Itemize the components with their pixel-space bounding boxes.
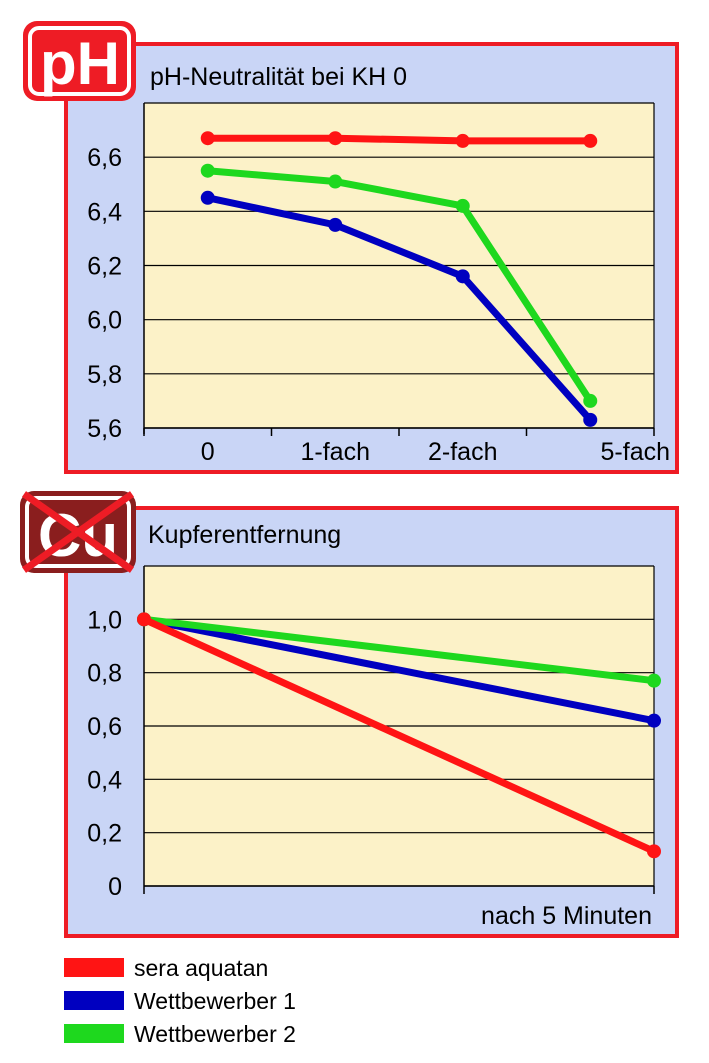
ph-data-point — [200, 163, 215, 178]
ph-data-point — [328, 131, 343, 146]
ph-y-tick-label: 5,6 — [87, 415, 122, 443]
ph-x-tick-label: 0 — [201, 438, 215, 466]
ph-y-tick-label: 5,8 — [87, 361, 122, 389]
legend-item: Wettbewerber 2 — [64, 1021, 296, 1047]
cu-logo: Cu — [20, 491, 136, 573]
cu-y-tick-label: 0,2 — [87, 820, 122, 848]
cu-chart: 1,0 0,8 0,6 0,4 0,2 0 nach 5 Minuten Kupferen… — [64, 506, 679, 938]
ph-logo-text: pH — [40, 30, 120, 97]
ph-logo: pH — [23, 21, 136, 101]
cu-y-tick-label: 1,0 — [87, 606, 122, 634]
ph-data-point — [328, 217, 343, 232]
legend-label: Wettbewerber 1 — [134, 988, 296, 1014]
cu-series-line — [142, 616, 656, 855]
legend-label: Wettbewerber 2 — [134, 1021, 296, 1047]
cu-y-tick-label: 0,4 — [87, 766, 122, 794]
cu-y-tick-label: 0,8 — [87, 660, 122, 688]
ph-x-tick-label: 5-fach — [601, 438, 670, 466]
cu-y-tick-label: 0 — [108, 873, 122, 901]
legend-item: Wettbewerber 1 — [64, 988, 296, 1014]
legend-swatch — [64, 991, 124, 1010]
cu-chart-title: Kupferentfernung — [148, 521, 341, 549]
cu-x-tick-label: nach 5 Minuten — [481, 902, 652, 930]
ph-x-tick-label: 1-fach — [301, 438, 370, 466]
cu-series-line — [143, 615, 655, 725]
ph-series-line — [207, 194, 593, 423]
ph-y-tick-label: 6,0 — [87, 307, 122, 335]
ph-y-tick-label: 6,2 — [87, 253, 122, 281]
legend-item: sera aquatan — [64, 955, 268, 981]
ph-data-point — [583, 393, 598, 408]
ph-data-point — [583, 412, 598, 427]
legend: sera aquatan Wettbewerber 1 Wettbewerber 2 — [64, 955, 296, 1047]
cu-y-tick-label: 0,6 — [87, 713, 122, 741]
ph-chart-title: pH-Neutralität bei KH 0 — [150, 63, 407, 91]
cu-data-point — [647, 713, 661, 728]
ph-logo-outer — [23, 21, 136, 101]
ph-series-line — [207, 134, 591, 145]
cu-logo-inner-border — [25, 496, 131, 568]
cu-data-point — [647, 844, 661, 859]
legend-swatch — [64, 958, 124, 977]
ph-data-point — [200, 190, 215, 205]
cu-series-line — [143, 615, 655, 685]
legend-label: sera aquatan — [134, 955, 268, 981]
legend-swatch — [64, 1024, 124, 1043]
ph-logo-inner-border — [28, 26, 131, 96]
ph-x-tick-label: 2-fach — [428, 438, 497, 466]
ph-y-tick-label: 6,4 — [87, 198, 122, 226]
ph-chart: 6,6 6,4 6,2 6,0 5,8 5,6 0 1-fach 2-fach 5-fach p… — [64, 42, 679, 474]
cu-logo-cross-line-2 — [21, 491, 135, 573]
ph-data-point — [455, 269, 470, 284]
cu-data-point — [137, 612, 151, 627]
ph-data-point — [200, 131, 215, 146]
ph-y-tick-label: 6,6 — [87, 144, 122, 172]
ph-series-line — [207, 167, 594, 403]
ph-data-point — [455, 198, 470, 213]
ph-data-point — [455, 133, 470, 148]
ph-data-point — [328, 174, 343, 189]
cu-data-point — [647, 673, 661, 688]
ph-data-point — [583, 133, 598, 148]
